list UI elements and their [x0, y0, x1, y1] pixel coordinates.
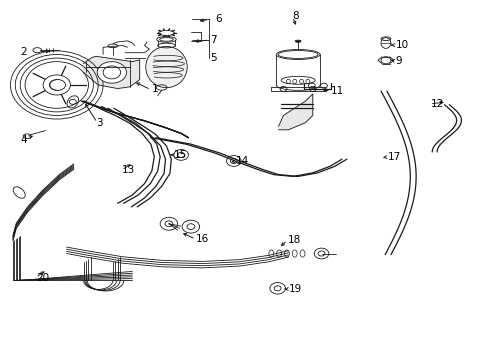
Text: 5: 5	[210, 53, 217, 63]
Text: 11: 11	[330, 86, 344, 96]
Circle shape	[269, 283, 285, 294]
Ellipse shape	[157, 37, 176, 42]
Text: 3: 3	[96, 118, 102, 128]
Text: 1: 1	[152, 84, 158, 94]
Text: 12: 12	[430, 99, 443, 109]
Ellipse shape	[145, 46, 187, 87]
Text: 7: 7	[210, 35, 217, 45]
Ellipse shape	[295, 40, 301, 42]
Ellipse shape	[276, 49, 320, 59]
Circle shape	[43, 75, 70, 95]
Text: 14: 14	[235, 156, 248, 166]
Text: 17: 17	[386, 152, 400, 162]
Circle shape	[49, 80, 64, 90]
Text: 6: 6	[215, 14, 222, 24]
Text: 9: 9	[395, 56, 402, 66]
Text: 18: 18	[287, 235, 300, 245]
Circle shape	[103, 66, 121, 79]
Circle shape	[97, 62, 126, 83]
Text: 8: 8	[291, 12, 298, 22]
Ellipse shape	[50, 80, 65, 90]
Polygon shape	[278, 94, 312, 130]
Text: 15: 15	[173, 150, 187, 160]
Text: 20: 20	[36, 273, 49, 283]
Text: 2: 2	[20, 46, 27, 57]
Text: 4: 4	[20, 135, 27, 145]
Polygon shape	[83, 56, 140, 89]
Text: 16: 16	[195, 234, 208, 244]
Ellipse shape	[13, 187, 25, 198]
Text: 13: 13	[122, 165, 135, 175]
Ellipse shape	[380, 38, 390, 48]
Ellipse shape	[158, 31, 174, 36]
Text: 19: 19	[288, 284, 301, 294]
Text: 10: 10	[395, 40, 408, 50]
